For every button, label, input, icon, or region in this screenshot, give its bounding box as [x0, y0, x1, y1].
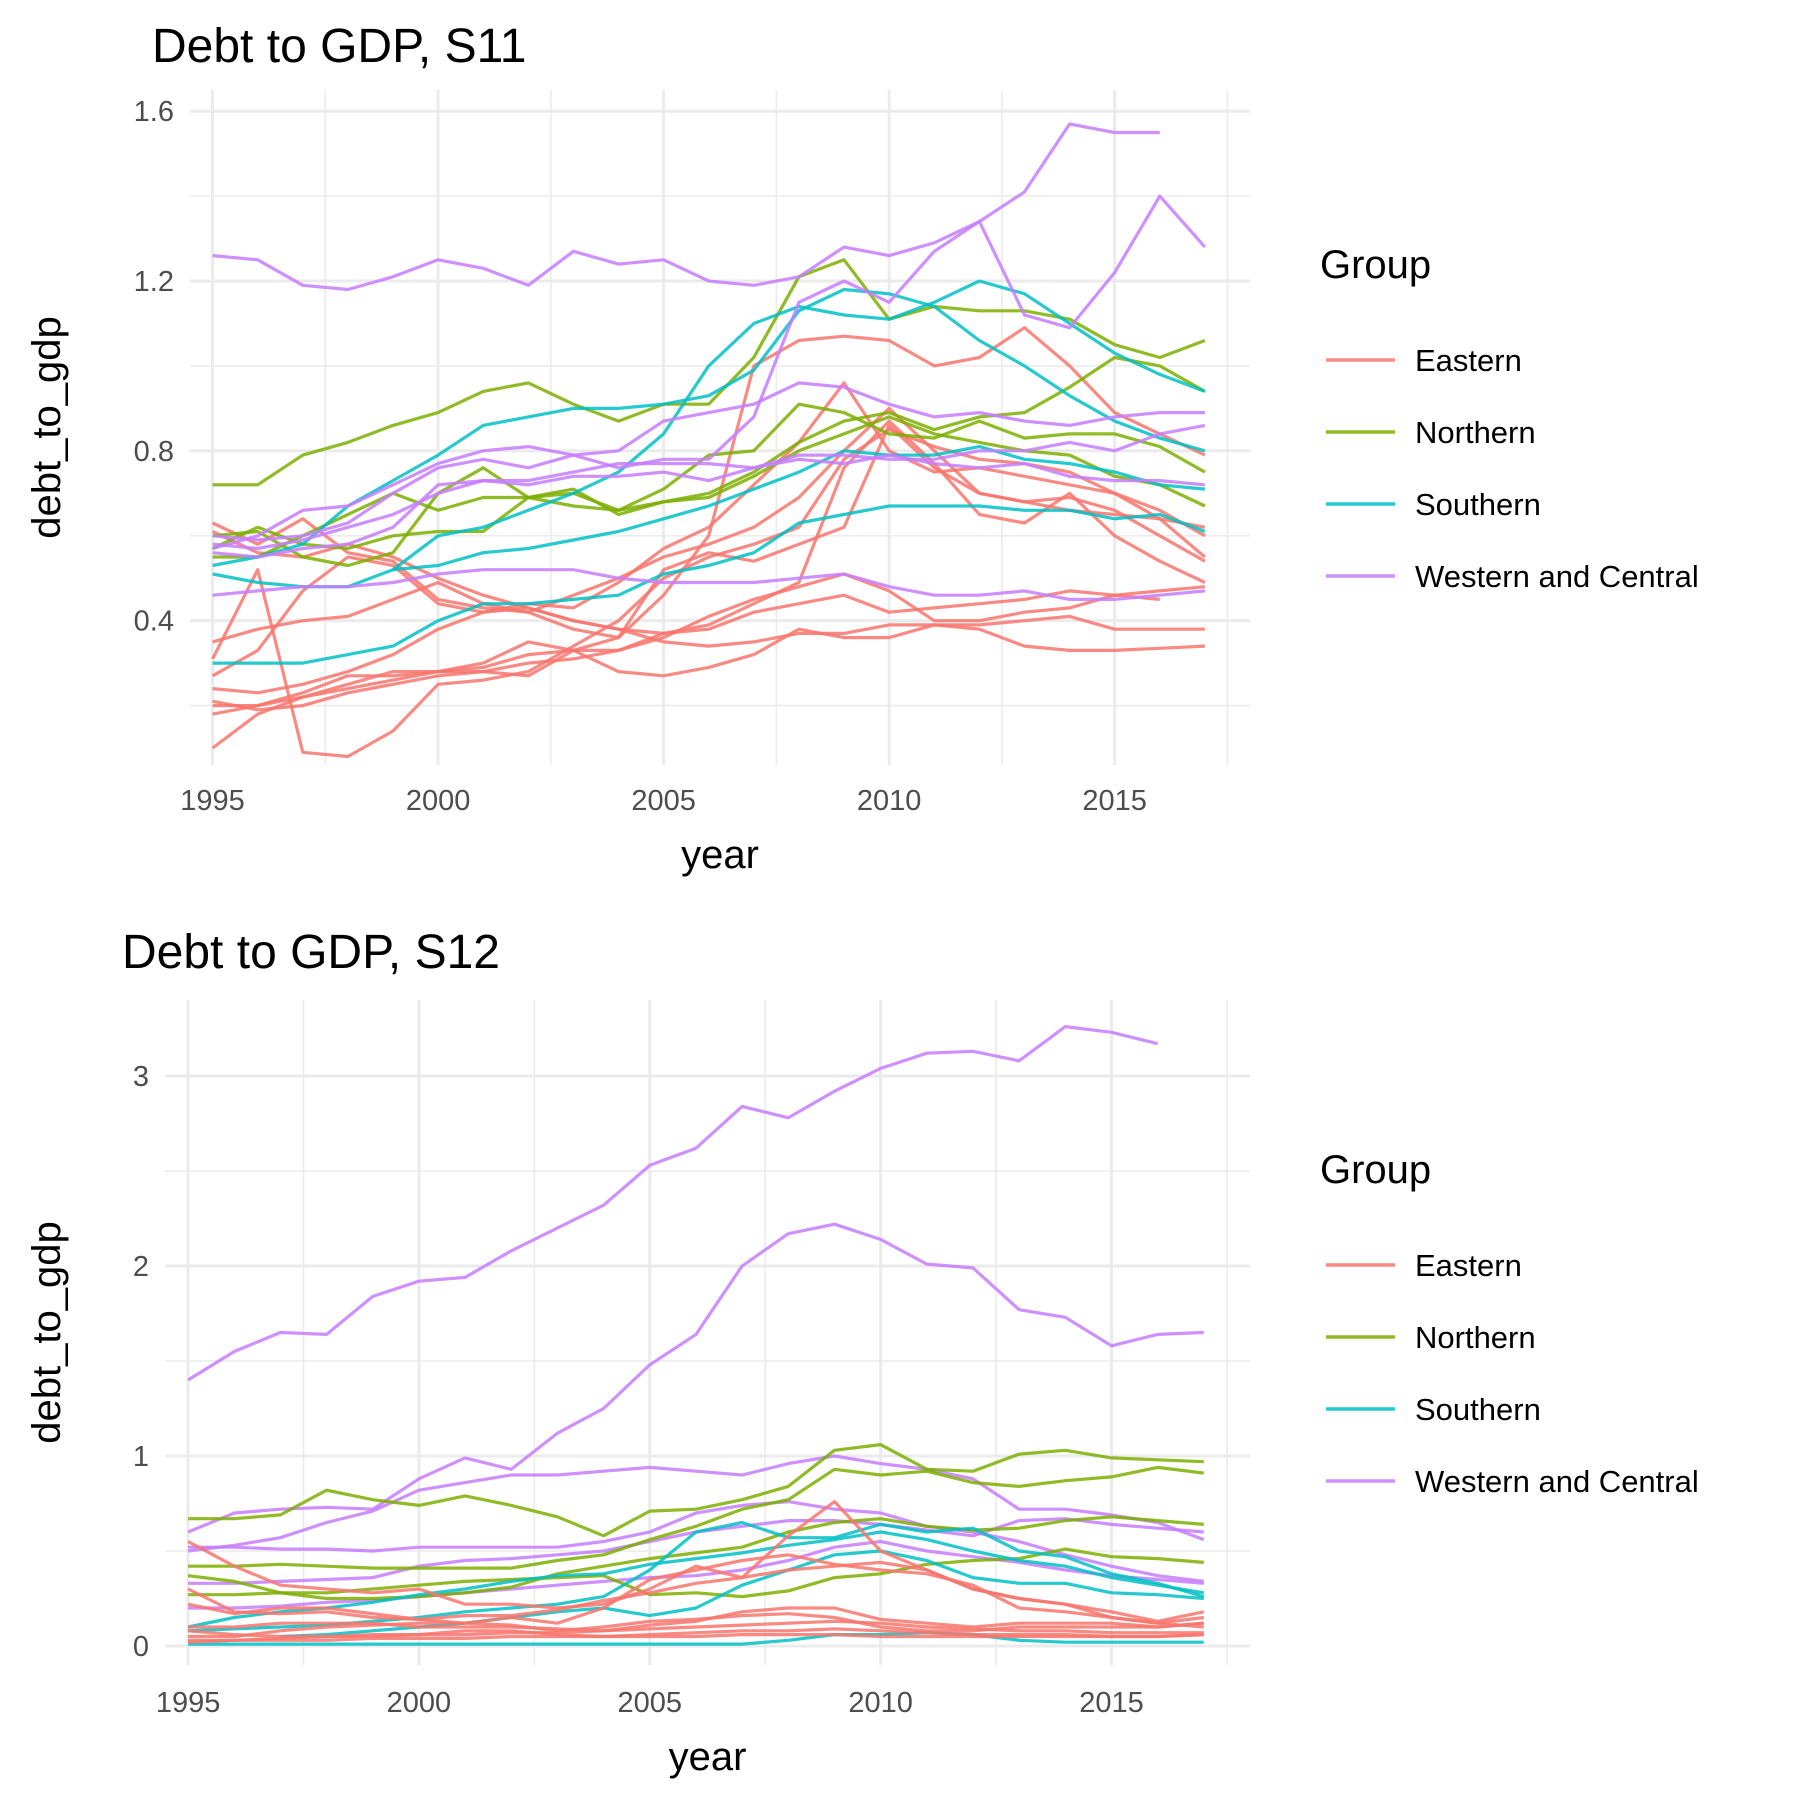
x-tick-label: 2000 — [387, 1687, 452, 1719]
x-tick-label: 1995 — [180, 785, 245, 817]
series-line-northern-7 — [188, 1465, 1204, 1570]
series-line-western-and-central-1 — [187, 1222, 1204, 1534]
series-line-eastern-7 — [211, 623, 1205, 750]
series-line-eastern-16 — [187, 1560, 1204, 1625]
series-line-western-and-central-2 — [187, 1454, 1205, 1553]
series-lines — [187, 1025, 1205, 1646]
y-tick-label: 3 — [133, 1061, 149, 1093]
series-line-western-and-central-0 — [187, 1025, 1159, 1382]
x-axis-label: year — [681, 833, 759, 877]
series-line-eastern-18 — [188, 1612, 1204, 1639]
series-line-eastern-2 — [212, 326, 1206, 644]
x-tick-label: 2005 — [631, 785, 696, 817]
series-line-northern-8 — [187, 1515, 1204, 1601]
series-line-eastern-1 — [211, 419, 1206, 635]
legend-label: Western and Central — [1415, 1464, 1699, 1499]
legend-title: Group — [1320, 243, 1431, 287]
x-tick-label: 2015 — [1079, 1687, 1144, 1719]
series-line-southern-15 — [212, 279, 1206, 589]
chart-panel-1: 1995 2000 2005 2010 2015 0.4 0.8 1.2 1.6 Debt to … — [25, 20, 1699, 877]
series-line-western-and-central-5 — [188, 1539, 1204, 1610]
legend-label: Eastern — [1415, 343, 1522, 378]
x-tick-label: 2010 — [848, 1687, 913, 1719]
legend-title: Group — [1320, 1148, 1431, 1192]
series-line-southern-17 — [392, 445, 1206, 572]
series-line-eastern-9 — [211, 555, 1205, 678]
series-line-eastern-6 — [212, 423, 1206, 716]
series-lines — [211, 122, 1207, 759]
x-tick-label: 2000 — [406, 785, 471, 817]
chart-panel-2: 1995 2000 2005 2010 2015 0 1 2 3 Debt to GDP, S12… — [25, 926, 1699, 1779]
series-line-northern-6 — [188, 1443, 1204, 1538]
y-tick-label: 1.6 — [134, 96, 174, 128]
y-tick-label: 1.2 — [134, 266, 174, 298]
series-line-eastern-4 — [212, 381, 1206, 695]
legend-label: Eastern — [1415, 1248, 1522, 1283]
legend: Group Eastern Northern Southern Western and … — [1320, 243, 1699, 594]
y-axis-label: debt_to_gdp — [25, 316, 69, 538]
series-line-northern-11 — [212, 402, 1206, 568]
series-line-western-and-central-19 — [212, 381, 1205, 551]
x-tick-label: 2015 — [1082, 785, 1147, 817]
legend-label: Southern — [1415, 487, 1541, 522]
series-line-northern-12 — [212, 415, 1206, 559]
series-line-western-and-central-18 — [212, 122, 1160, 292]
y-tick-label: 0.4 — [134, 606, 174, 638]
series-line-southern-14 — [212, 287, 1206, 568]
series-line-southern-10 — [187, 1530, 1205, 1629]
series-line-southern-16 — [212, 504, 1206, 665]
legend-label: Northern — [1415, 1320, 1536, 1355]
series-line-western-and-central-21 — [212, 568, 1206, 601]
x-tick-label: 2010 — [857, 785, 922, 817]
series-line-western-and-central-20 — [212, 194, 1207, 542]
series-line-eastern-8 — [212, 572, 1160, 712]
legend-label: Southern — [1415, 1392, 1541, 1427]
y-axis-label: debt_to_gdp — [25, 1221, 69, 1443]
x-tick-label: 1995 — [156, 1687, 221, 1719]
series-line-eastern-20 — [187, 1627, 1204, 1639]
series-line-southern-13 — [188, 1631, 1204, 1646]
series-line-eastern-21 — [188, 1633, 1204, 1642]
x-axis-label: year — [669, 1735, 747, 1779]
legend: Group Eastern Northern Southern Western and … — [1320, 1148, 1699, 1499]
legend-label: Western and Central — [1415, 559, 1699, 594]
gridlines — [165, 1000, 1250, 1665]
y-tick-label: 1 — [133, 1441, 149, 1473]
series-line-eastern-17 — [188, 1606, 1204, 1633]
chart-title: Debt to GDP, S12 — [122, 926, 500, 979]
y-tick-label: 0 — [133, 1631, 149, 1663]
series-line-northern-13 — [211, 355, 1206, 551]
series-line-western-and-central-3 — [188, 1500, 1204, 1583]
series-line-western-and-central-23 — [212, 453, 1206, 551]
x-tick-label: 2005 — [618, 1687, 683, 1719]
series-line-northern-10 — [212, 258, 1206, 487]
chart-title: Debt to GDP, S11 — [152, 20, 526, 73]
series-line-western-and-central-22 — [212, 423, 1206, 559]
y-tick-label: 2 — [133, 1251, 149, 1283]
legend-label: Northern — [1415, 415, 1536, 450]
series-line-eastern-15 — [187, 1553, 1204, 1629]
y-tick-label: 0.8 — [134, 436, 174, 468]
